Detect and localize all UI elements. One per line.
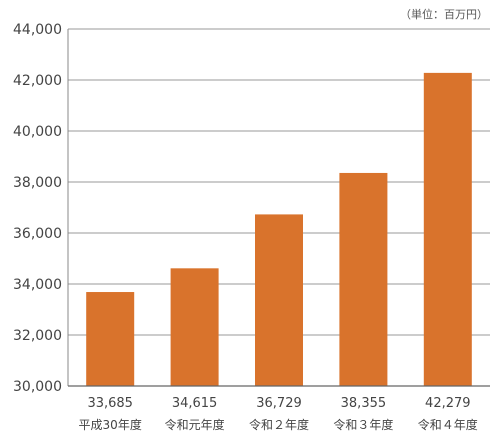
axes: [67, 29, 490, 387]
y-tick-label: 30,000: [13, 379, 62, 395]
bar: [423, 72, 472, 386]
bar-value-label: 33,685: [87, 396, 133, 411]
y-tick-label: 36,000: [13, 226, 62, 242]
category-label: 平成30年度: [79, 417, 142, 432]
bar-value-label: 42,279: [425, 396, 471, 411]
bar: [339, 172, 388, 386]
y-tick-label: 38,000: [13, 175, 62, 191]
category-label: 令和元年度: [165, 417, 225, 432]
bars: [86, 72, 472, 386]
category-label: 令和３年度: [333, 417, 393, 432]
bar-value-label: 36,729: [256, 396, 302, 411]
bar-value-label: 34,615: [172, 396, 218, 411]
y-tick-label: 34,000: [13, 277, 62, 293]
y-tick-label: 42,000: [13, 73, 62, 89]
y-tick-label: 40,000: [13, 124, 62, 140]
bar-value-label: 38,355: [341, 396, 387, 411]
y-tick-label: 32,000: [13, 328, 62, 344]
x-axis-labels: 33,685 平成30年度 34,615 令和元年度 36,729 令和２年度 38,355…: [79, 396, 478, 432]
bar: [86, 292, 135, 386]
bar: [170, 268, 219, 386]
y-tick-label: 44,000: [13, 22, 62, 38]
category-label: 令和４年度: [418, 417, 478, 432]
y-axis-tick-labels: 30,000 32,000 34,000 36,000 38,000 40,000 42,0…: [13, 22, 62, 395]
unit-label: （単位：百万円）: [400, 8, 488, 21]
bar: [255, 214, 303, 386]
category-label: 令和２年度: [249, 417, 309, 432]
